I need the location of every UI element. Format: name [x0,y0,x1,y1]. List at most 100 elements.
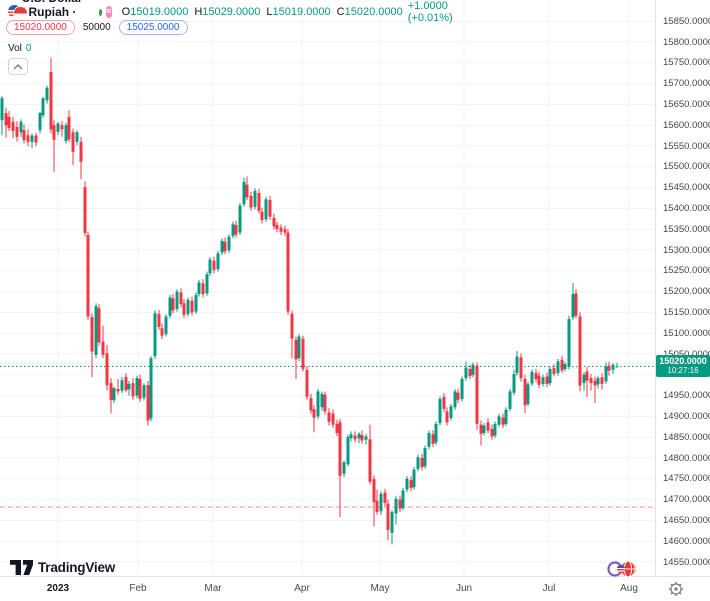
candle [449,406,453,419]
price-axis[interactable]: 15850.0000 15800.0000 15750.0000 15700.0000… [655,0,710,576]
candle [19,121,23,133]
candle [64,125,68,142]
spread-value: 50000 [82,22,111,33]
price-tick-label: 15300.0000 [663,244,710,256]
candle [323,394,327,412]
exchange-source-logo-icon[interactable] [604,560,640,578]
candle [75,132,79,142]
buy-price-button[interactable]: 15025.0000 [118,20,188,35]
candle [116,388,120,392]
current-price-value: 15020.0000 [659,356,707,367]
candle [67,116,71,140]
candle [138,378,142,399]
price-tick-label: 15450.0000 [663,182,710,194]
current-price-label[interactable]: 15020.0000 10:27:16 [656,355,710,378]
candle [86,235,90,317]
candle [320,393,324,408]
candle [519,357,523,379]
time-tick-label: Jul [542,583,556,594]
candle [146,385,150,421]
volume-indicator-row[interactable]: Vol 0 [8,43,31,54]
candle [607,365,611,371]
candle [11,121,15,132]
sell-price-button[interactable]: 15020.0000 [6,20,75,35]
price-tick-label: 15250.0000 [663,265,710,277]
candle [504,409,508,424]
candle [83,187,87,233]
candle [216,253,220,270]
candle [593,380,597,386]
candle [153,313,157,357]
candle [97,308,101,343]
candle [493,423,497,436]
candle [297,336,301,359]
candle [479,424,483,434]
candle [101,341,105,355]
candle [423,448,427,467]
candle [316,391,320,417]
tradingview-mark-icon [10,560,33,575]
open-value: 15019.0000 [130,6,189,18]
candle [60,125,64,130]
candle [268,200,272,217]
candle [182,303,186,315]
market-status-dot-icon[interactable] [98,8,102,16]
candle [190,300,194,313]
tradingview-logo-text: TradingView [38,560,116,575]
candle [409,480,413,488]
candle [179,292,183,305]
candle [223,241,227,252]
idr-flag-icon [14,6,27,20]
candle [164,316,168,335]
candle [585,371,589,381]
collapse-panel-button[interactable] [8,58,28,75]
candle [386,503,390,530]
candle [38,113,42,131]
price-tick-label: 14650.0000 [663,514,710,526]
candle [22,130,26,141]
candle [394,498,398,514]
candle [567,319,571,367]
candle [468,368,472,377]
candle [208,259,212,274]
candlestick-chart[interactable] [0,0,655,576]
time-tick-label: Aug [620,583,638,594]
candle [112,388,116,401]
candle [360,435,364,441]
candle [120,380,124,391]
candle [486,422,490,431]
time-axis[interactable]: 2023 Feb Mar Apr May Jun Jul Aug [0,576,710,601]
candle [357,433,361,439]
candle [71,132,75,152]
flag-badge-icon[interactable]: ≈ [105,6,112,18]
candle [563,363,567,369]
candle [283,229,287,233]
candle [582,374,586,384]
candle [615,366,619,368]
price-tick-label: 15200.0000 [663,286,710,298]
candle [349,434,353,439]
candle [142,385,146,398]
candle [171,298,175,311]
candle [157,314,161,327]
candle [578,316,582,386]
candle [412,469,416,488]
time-tick-label: May [370,583,390,594]
price-tick-label: 15050.0000 [663,348,710,360]
candle [530,371,534,384]
candle [353,435,357,440]
candle [294,339,298,360]
axis-settings-gear-icon[interactable] [668,581,684,597]
tradingview-logo[interactable]: TradingView [10,560,115,575]
high-value: 15029.0000 [202,6,261,18]
candle [368,439,372,482]
candle [175,291,179,310]
price-tick-label: 14750.0000 [663,473,710,485]
low-label: L [266,6,273,18]
time-tick-label: Feb [129,583,147,594]
candle [545,376,549,384]
candle [197,282,201,295]
candle [431,434,435,444]
price-tick-label: 15800.0000 [663,36,710,48]
candle [186,299,190,315]
